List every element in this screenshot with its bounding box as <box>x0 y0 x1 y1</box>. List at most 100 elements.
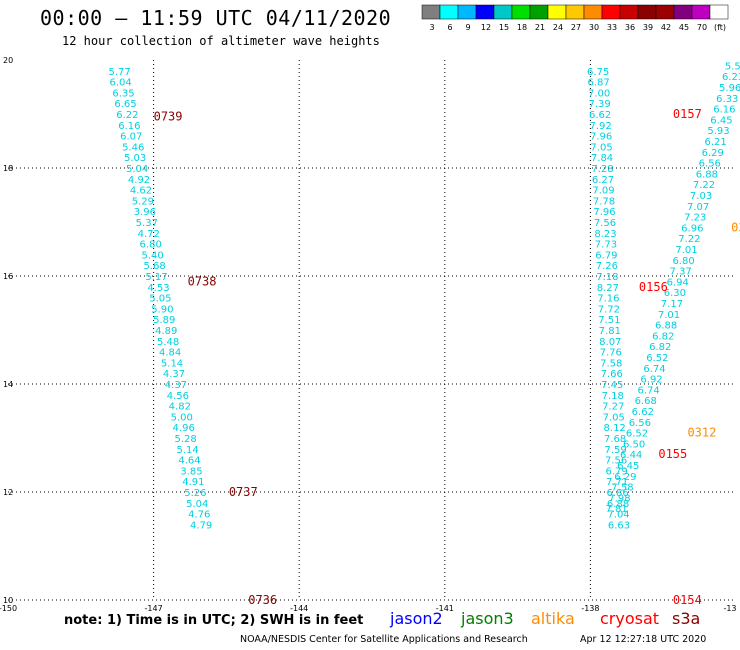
x-tick-label: -138 <box>581 604 599 613</box>
swh-value: 6.29 <box>614 472 636 483</box>
swh-value: 6.45 <box>710 115 732 126</box>
swh-value: 4.53 <box>147 283 169 294</box>
colorbar-swatch <box>511 4 531 20</box>
swh-value: 3.85 <box>180 466 202 477</box>
swh-value: 6.80 <box>140 240 162 251</box>
colorbar-label: 15 <box>499 23 509 32</box>
swh-value: 3.96 <box>134 207 156 218</box>
swh-value: 4.82 <box>169 402 191 413</box>
swh-value: 7.51 <box>598 315 620 326</box>
swh-value: 4.37 <box>165 380 187 391</box>
colorbar-label: 9 <box>465 23 470 32</box>
swh-value: 6.16 <box>118 121 140 132</box>
color-scale-legend: 3 6 9 12 15 18 21 24 27 30 33 36 39 42 45 70 (ft) <box>421 4 729 32</box>
swh-value: 6.88 <box>696 169 718 180</box>
colorbar-label: 27 <box>571 23 581 32</box>
swh-value: 6.62 <box>632 407 654 418</box>
colorbar-swatch <box>439 4 459 20</box>
colorbar-swatch <box>547 4 567 20</box>
swh-value: 6.65 <box>114 99 136 110</box>
swh-value: 7.68 <box>604 434 626 445</box>
colorbar-swatch <box>583 4 603 20</box>
satellite-legend-s3a: s3a <box>672 609 701 628</box>
swh-value: 6.50 <box>623 439 645 450</box>
swh-value: 6.29 <box>702 148 724 159</box>
colorbar-label: 30 <box>589 23 599 32</box>
swh-value: 5.00 <box>171 412 193 423</box>
swh-value: 7.96 <box>590 132 612 143</box>
x-tick-label: -147 <box>145 604 163 613</box>
swh-value: 5.48 <box>157 337 179 348</box>
swh-value: 4.76 <box>188 510 210 521</box>
swh-value: 5.96 <box>719 83 740 94</box>
footer-note: note: 1) Time is in UTC; 2) SWH is in fe… <box>64 613 364 628</box>
swh-value: 6.79 <box>595 250 617 261</box>
swh-value: 5.90 <box>151 304 173 315</box>
swh-value: 4.84 <box>159 348 181 359</box>
time-label: 0736 <box>248 593 277 607</box>
swh-value: 4.72 <box>138 229 160 240</box>
swh-value: 6.23 <box>722 72 740 83</box>
swh-value: 6.80 <box>672 256 694 267</box>
x-tick-label: -13 <box>723 604 736 613</box>
colorbar-label: 36 <box>625 23 635 32</box>
time-label: 0311 <box>731 220 740 234</box>
swh-value: 6.79 <box>605 466 627 477</box>
colorbar-swatch <box>565 4 585 20</box>
time-label: 0738 <box>188 274 217 288</box>
swh-value: 4.79 <box>190 520 212 531</box>
swh-value: 7.03 <box>690 191 712 202</box>
colorbar-label: 12 <box>481 23 491 32</box>
swh-value: 7.76 <box>600 348 622 359</box>
time-labels: 0739 0738 0737 0736 0157 0156 0155 0154 0311 0312 <box>154 107 740 607</box>
colorbar-label: 24 <box>553 23 563 32</box>
time-label: 0312 <box>687 426 716 440</box>
colorbar-swatch <box>691 4 711 20</box>
swh-value: 6.04 <box>109 78 131 89</box>
colorbar-swatch <box>457 4 477 20</box>
colorbar-swatch <box>655 4 675 20</box>
swh-value: 7.26 <box>596 261 618 272</box>
swh-value: 7.58 <box>600 358 622 369</box>
swh-value: 6.74 <box>643 364 665 375</box>
satellite-legend-jason2: jason2 <box>390 609 443 628</box>
swh-value: 8.27 <box>597 283 619 294</box>
swh-value: 7.96 <box>593 207 615 218</box>
swh-value: 7.01 <box>658 310 680 321</box>
colorbar-label: 33 <box>607 23 617 32</box>
swh-value: 7.37 <box>670 267 692 278</box>
swh-value: 7.59 <box>605 445 627 456</box>
swh-value: 6.30 <box>664 288 686 299</box>
satellite-legend-altika: altika <box>531 609 575 628</box>
satellite-legend-cryosat: cryosat <box>600 609 660 628</box>
y-tick-label: 14 <box>3 380 13 389</box>
colorbar-label: 42 <box>661 23 671 32</box>
swh-value: 7.72 <box>598 304 620 315</box>
swh-value: 5.50 <box>725 61 740 72</box>
y-tick-label: 12 <box>3 488 13 497</box>
swh-value: 5.04 <box>186 499 208 510</box>
swh-value: 6.62 <box>589 110 611 121</box>
swh-value: 4.64 <box>178 456 200 467</box>
swh-value: 8.12 <box>604 423 626 434</box>
swh-value: 7.58 <box>611 483 633 494</box>
swh-value: 6.74 <box>638 385 660 396</box>
colorbar-swatch <box>529 4 549 20</box>
swh-value: 6.33 <box>716 94 738 105</box>
swh-value: 6.96 <box>681 223 703 234</box>
swh-value: 5.46 <box>122 142 144 153</box>
swh-value: 6.16 <box>713 105 735 116</box>
time-label: 0155 <box>658 447 687 461</box>
swh-value: 7.22 <box>693 180 715 191</box>
x-tick-label: -150 <box>0 604 17 613</box>
y-tick-label: 20 <box>3 56 13 65</box>
swh-value: 5.26 <box>184 488 206 499</box>
swh-value: 6.22 <box>116 110 138 121</box>
swh-value: 5.89 <box>153 315 175 326</box>
swh-value: 6.88 <box>607 499 629 510</box>
y-tick-label: 18 <box>3 164 13 173</box>
swh-value: 7.81 <box>605 504 627 515</box>
swh-value: 4.91 <box>182 477 204 488</box>
swh-value: 5.77 <box>108 67 130 78</box>
